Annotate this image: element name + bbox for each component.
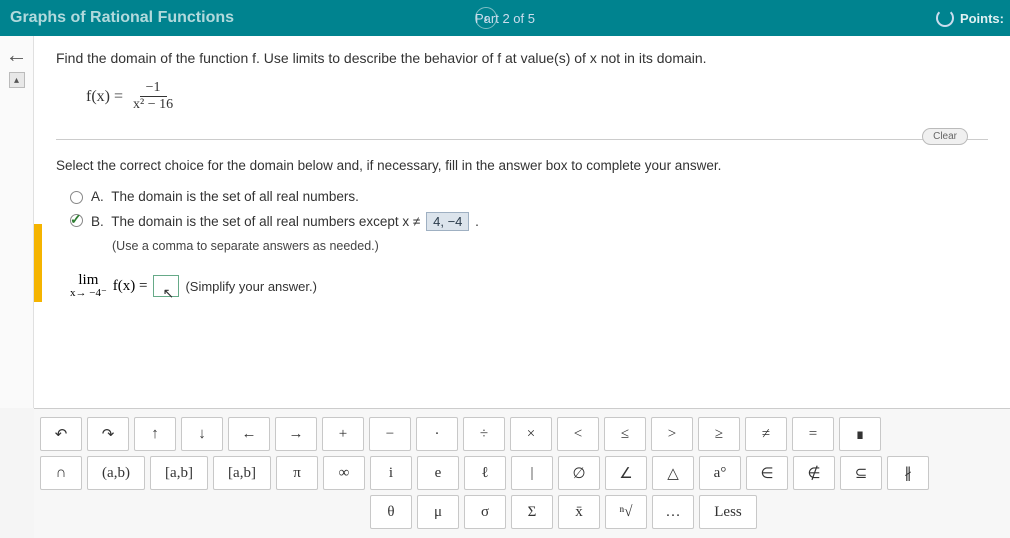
key-[interactable]: μ [417,495,459,529]
key-[interactable]: ≠ [745,417,787,451]
key-[interactable]: + [322,417,364,451]
key-[interactable]: ∠ [605,456,647,490]
key-[interactable]: · [416,417,458,451]
key-a[interactable]: a° [699,456,741,490]
fx-label: f(x) = [86,88,123,106]
choice-instruction: Select the correct choice for the domain… [56,158,988,173]
limit-answer-input[interactable]: ↖ [153,275,179,297]
choice-b-letter: B. [91,214,104,229]
key-[interactable]: π [276,456,318,490]
key-e[interactable]: e [417,456,459,490]
lim-fx: f(x) = [113,278,148,295]
key-[interactable]: = [792,417,834,451]
key-[interactable]: ∩ [40,456,82,490]
key-[interactable]: − [369,417,411,451]
cursor-icon: ↖ [162,286,174,303]
choice-a-text: The domain is the set of all real number… [111,189,359,204]
key-[interactable]: ↶ [40,417,82,451]
key-[interactable]: → [275,417,317,451]
key-[interactable]: σ [464,495,506,529]
key-[interactable]: ÷ [463,417,505,451]
function-formula: f(x) = −1 x² − 16 [86,80,988,113]
key-[interactable]: … [652,495,694,529]
section-divider: Clear [56,139,988,140]
choice-b[interactable]: B. The domain is the set of all real num… [70,212,988,231]
key-[interactable]: θ [370,495,412,529]
key-[interactable]: > [651,417,693,451]
assignment-title: Graphs of Rational Functions [10,9,234,27]
answer-input-domain[interactable]: 4, −4 [426,212,469,231]
math-keyboard: ↶↷↑↓←→+−·÷×<≤>≥≠=∎∩(a,b)[a,b][a,b]π∞ieℓ|… [34,408,1010,538]
key-ab[interactable]: [a,b] [213,456,271,490]
lim-approach: x→ −4⁻ [70,288,107,299]
reload-icon[interactable] [936,9,954,27]
question-prompt: Find the domain of the function f. Use l… [56,50,988,66]
lim-label: lim [78,273,98,288]
key-[interactable]: ≤ [604,417,646,451]
key-[interactable]: ↓ [181,417,223,451]
key-[interactable]: ∉ [793,456,835,490]
keyboard-row: ↶↷↑↓←→+−·÷×<≤>≥≠=∎ [40,417,1004,451]
key-[interactable]: ℓ [464,456,506,490]
key-[interactable]: | [511,456,553,490]
key-[interactable]: ∅ [558,456,600,490]
key-[interactable]: Σ [511,495,553,529]
simplify-note: (Simplify your answer.) [185,279,316,294]
key-[interactable]: ∞ [323,456,365,490]
radio-a[interactable] [70,191,83,204]
key-[interactable]: ∦ [887,456,929,490]
radio-b[interactable] [70,214,83,227]
keyboard-row: θμσΣx̄ⁿ√…Less [370,495,1004,529]
key-[interactable]: ⁿ√ [605,495,647,529]
accent-bar [34,224,42,302]
choice-a-letter: A. [91,189,104,204]
scroll-up-button[interactable]: ▴ [9,72,25,88]
key-[interactable]: ↷ [87,417,129,451]
choice-b-text-after: . [475,214,479,229]
key-[interactable]: ≥ [698,417,740,451]
left-rail: ← ▴ [0,36,34,408]
keyboard-row: ∩(a,b)[a,b][a,b]π∞ieℓ|∅∠△a°∈∉⊆∦ [40,456,1004,490]
part-progress: Part 2 of 5 [475,11,535,26]
key-[interactable]: ← [228,417,270,451]
choice-b-text-before: The domain is the set of all real number… [111,214,420,229]
choice-a[interactable]: A. The domain is the set of all real num… [70,189,988,204]
key-[interactable]: × [510,417,552,451]
key-i[interactable]: i [370,456,412,490]
question-content: Find the domain of the function f. Use l… [34,36,1010,408]
key-x[interactable]: x̄ [558,495,600,529]
key-ab[interactable]: (a,b) [87,456,145,490]
limit-expression: lim x→ −4⁻ f(x) = ↖ (Simplify your answe… [70,273,988,299]
back-arrow-icon[interactable]: ← [6,42,28,68]
key-[interactable]: ∈ [746,456,788,490]
choice-b-hint: (Use a comma to separate answers as need… [112,239,988,253]
points-label: Points: [960,11,1004,26]
fraction-numerator: −1 [140,80,167,97]
key-[interactable]: < [557,417,599,451]
key-[interactable]: △ [652,456,694,490]
key-[interactable]: ∎ [839,417,881,451]
key-[interactable]: ⊆ [840,456,882,490]
key-less[interactable]: Less [699,495,757,529]
clear-button[interactable]: Clear [922,128,968,145]
key-ab[interactable]: [a,b] [150,456,208,490]
fraction-denominator: x² − 16 [127,97,179,113]
key-[interactable]: ↑ [134,417,176,451]
